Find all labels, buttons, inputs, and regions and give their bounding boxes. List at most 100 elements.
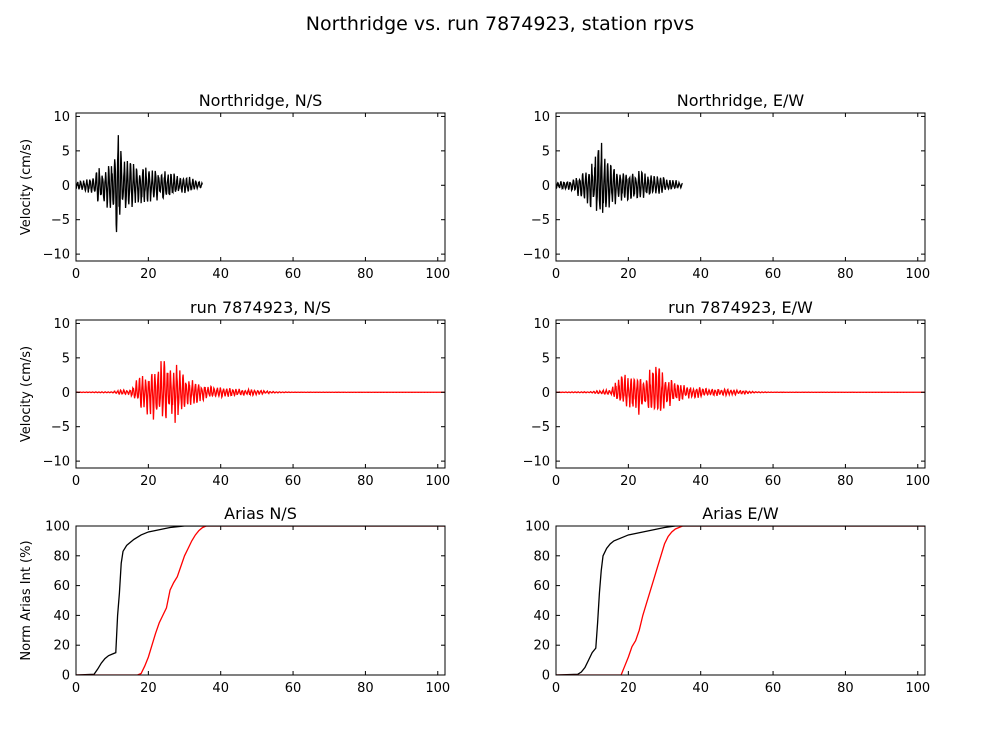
x-tick-label: 40 <box>212 474 229 489</box>
y-tick-label: −10 <box>43 248 70 263</box>
series-line-0 <box>76 135 203 233</box>
y-tick-label: 5 <box>542 351 550 366</box>
y-tick-label: 0 <box>542 179 550 194</box>
x-tick-label: 40 <box>692 267 709 282</box>
y-tick-label: 5 <box>62 351 70 366</box>
y-tick-label: 100 <box>525 520 550 535</box>
x-tick-label: 0 <box>552 681 560 696</box>
y-tick-label: 0 <box>542 386 550 401</box>
y-tick-label: 10 <box>53 110 70 125</box>
panel-title: Northridge, E/W <box>677 91 805 110</box>
y-tick-label: 5 <box>542 144 550 159</box>
series-line-1 <box>556 526 925 675</box>
series-line-0 <box>76 361 445 423</box>
panel-arias-ns: Arias N/S Norm Arias Int (%) 0 20 40 60 80 100 1… <box>19 504 450 696</box>
y-tick-label: 40 <box>53 609 70 624</box>
panel-title: run 7874923, N/S <box>190 298 331 317</box>
panel-vel-ns-recorded: Northridge, N/S Velocity (cm/s) 0 20 40 60 80 1… <box>19 91 450 282</box>
y-tick-label: 5 <box>62 144 70 159</box>
panel-title: Arias N/S <box>224 504 297 523</box>
y-tick-label: 10 <box>53 317 70 332</box>
y-tick-label: 0 <box>62 669 70 684</box>
panel-title: Arias E/W <box>702 504 779 523</box>
series-line-0 <box>76 526 445 675</box>
x-tick-label: 40 <box>212 681 229 696</box>
x-tick-label: 80 <box>357 267 374 282</box>
x-tick-label: 80 <box>357 681 374 696</box>
y-tick-label: 60 <box>533 579 550 594</box>
panel-vel-ns-simulated: run 7874923, N/S Velocity (cm/s) 0 20 40 60 80… <box>19 298 450 489</box>
y-tick-label: 20 <box>53 639 70 654</box>
x-tick-label: 60 <box>285 267 302 282</box>
x-tick-label: 100 <box>425 267 450 282</box>
x-tick-label: 20 <box>620 681 637 696</box>
y-tick-label: −5 <box>51 213 70 228</box>
y-axis-label: Norm Arias Int (%) <box>19 540 34 660</box>
y-tick-label: −10 <box>523 248 550 263</box>
y-tick-label: −5 <box>51 420 70 435</box>
x-tick-label: 60 <box>765 681 782 696</box>
y-tick-label: 80 <box>53 549 70 564</box>
figure-title: Northridge vs. run 7874923, station rpvs <box>306 13 694 35</box>
x-tick-label: 60 <box>765 474 782 489</box>
x-tick-label: 80 <box>357 474 374 489</box>
x-tick-label: 0 <box>72 474 80 489</box>
x-tick-label: 0 <box>552 474 560 489</box>
panel-title: Northridge, N/S <box>199 91 323 110</box>
y-tick-label: −5 <box>531 420 550 435</box>
x-tick-label: 100 <box>905 267 930 282</box>
axes-frame <box>555 525 926 676</box>
x-tick-label: 20 <box>140 681 157 696</box>
x-tick-label: 0 <box>72 267 80 282</box>
panel-vel-ew-simulated: run 7874923, E/W 0 20 40 60 80 100 10 5 0 −5 −10 <box>523 298 931 489</box>
x-tick-label: 100 <box>425 474 450 489</box>
series-line-1 <box>76 526 445 675</box>
panel-title: run 7874923, E/W <box>668 298 813 317</box>
series-line-0 <box>556 142 683 213</box>
x-tick-label: 20 <box>140 474 157 489</box>
x-tick-label: 0 <box>552 267 560 282</box>
x-tick-label: 20 <box>140 267 157 282</box>
y-tick-label: −10 <box>523 455 550 470</box>
series-line-0 <box>556 366 925 415</box>
y-tick-label: 20 <box>533 639 550 654</box>
axes-frame <box>75 319 446 469</box>
axes-frame <box>555 112 926 262</box>
panel-arias-ew: Arias E/W 0 20 40 60 80 100 100 80 60 40 20 0 <box>525 504 930 696</box>
y-axis-label: Velocity (cm/s) <box>19 139 34 235</box>
panels: Northridge, N/S Velocity (cm/s) 0 20 40 60 80 1… <box>19 91 930 696</box>
x-tick-label: 100 <box>425 681 450 696</box>
y-tick-label: 100 <box>45 520 70 535</box>
x-tick-label: 40 <box>692 681 709 696</box>
x-tick-label: 100 <box>905 681 930 696</box>
x-tick-label: 40 <box>212 267 229 282</box>
x-tick-label: 60 <box>285 474 302 489</box>
x-tick-label: 20 <box>620 267 637 282</box>
x-tick-label: 60 <box>765 267 782 282</box>
y-tick-label: 80 <box>533 549 550 564</box>
x-tick-label: 80 <box>837 474 854 489</box>
y-tick-label: −5 <box>531 213 550 228</box>
y-tick-label: 10 <box>533 110 550 125</box>
panel-vel-ew-recorded: Northridge, E/W 0 20 40 60 80 100 10 5 0 −5 −10 <box>523 91 931 282</box>
y-tick-label: 10 <box>533 317 550 332</box>
x-tick-label: 40 <box>692 474 709 489</box>
y-tick-label: 0 <box>542 669 550 684</box>
axes-frame <box>75 112 446 262</box>
y-tick-label: 60 <box>53 579 70 594</box>
x-tick-label: 0 <box>72 681 80 696</box>
axes-frame <box>75 525 446 676</box>
y-tick-label: 40 <box>533 609 550 624</box>
y-axis-label: Velocity (cm/s) <box>19 346 34 442</box>
x-tick-label: 100 <box>905 474 930 489</box>
x-tick-label: 60 <box>285 681 302 696</box>
y-tick-label: 0 <box>62 386 70 401</box>
series-line-0 <box>556 526 925 675</box>
x-tick-label: 80 <box>837 267 854 282</box>
y-tick-label: 0 <box>62 179 70 194</box>
y-tick-label: −10 <box>43 455 70 470</box>
x-tick-label: 80 <box>837 681 854 696</box>
x-tick-label: 20 <box>620 474 637 489</box>
axes-frame <box>555 319 926 469</box>
